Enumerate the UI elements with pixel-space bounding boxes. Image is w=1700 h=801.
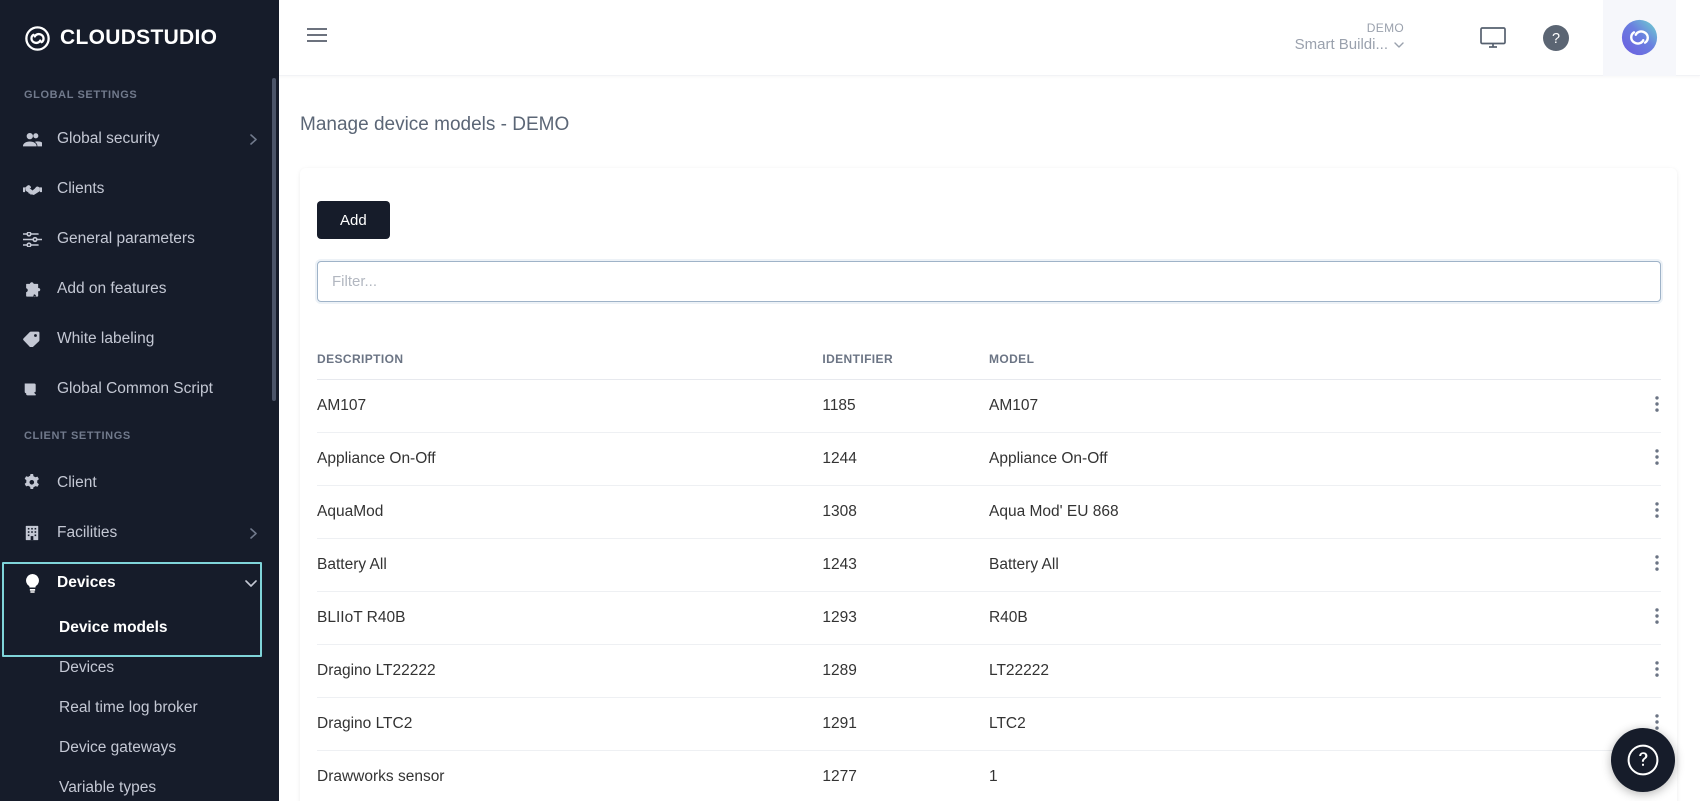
svg-text:?: ? xyxy=(1552,31,1560,47)
